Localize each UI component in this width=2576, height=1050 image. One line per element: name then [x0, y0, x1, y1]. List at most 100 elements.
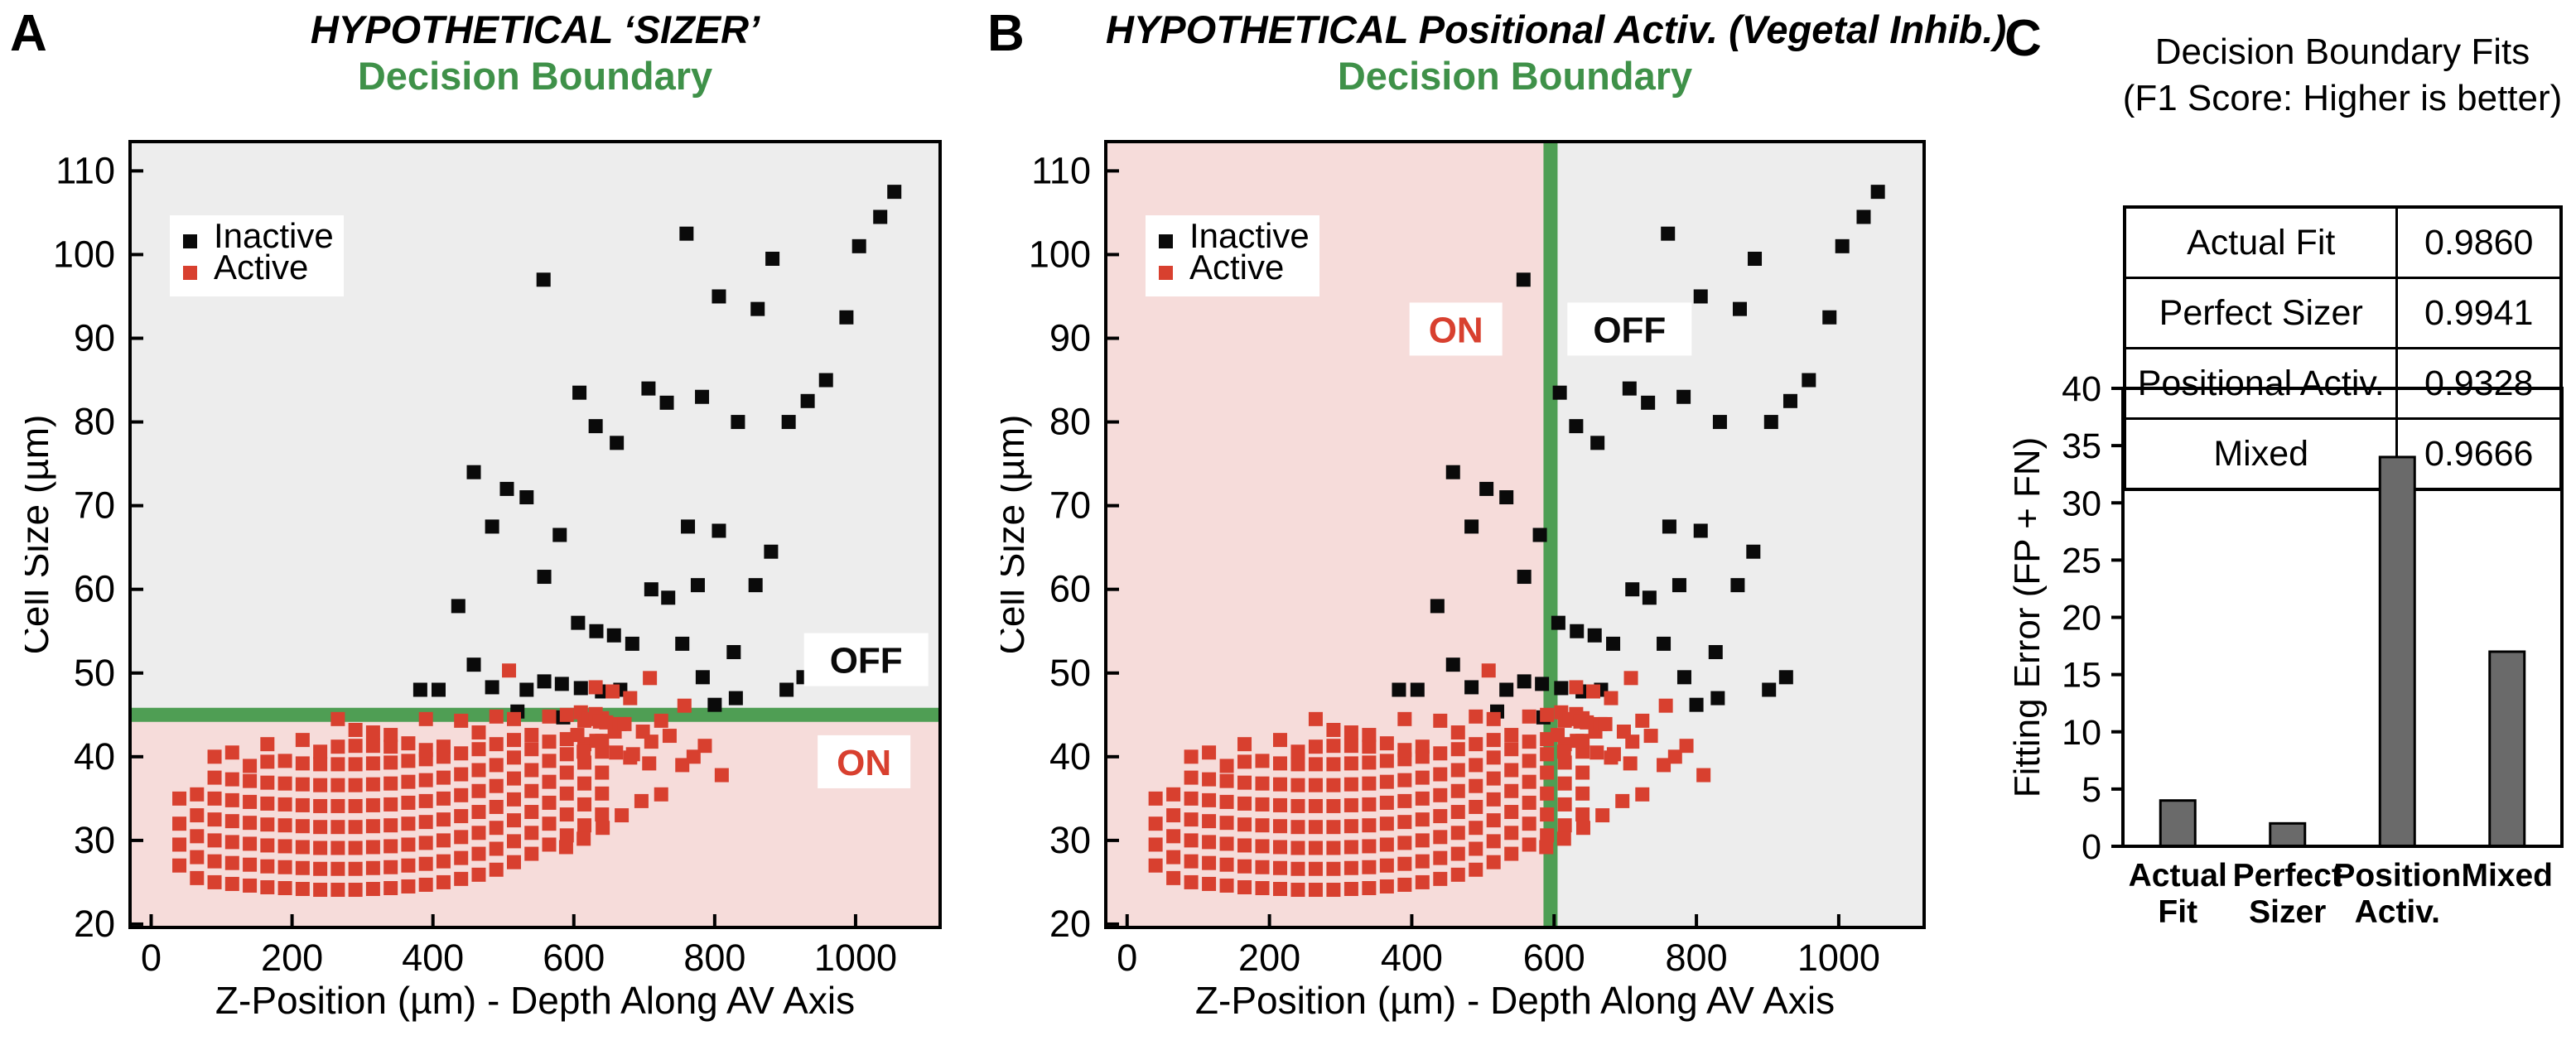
- model-name-cell: Actual Fit: [2123, 205, 2399, 279]
- svg-a-content: 0 200 400 600 800 1000 20 30 40 50 60 70 80 90 100 110 Z…: [25, 140, 942, 1022]
- off-region: [1550, 142, 1924, 927]
- svg-text:30: 30: [1049, 819, 1091, 861]
- svg-text:40: 40: [1049, 735, 1091, 778]
- model-name-cell: Mixed: [2123, 417, 2399, 491]
- svg-text:OFF: OFF: [1593, 310, 1666, 350]
- f1-score-cell: 0.9666: [2395, 417, 2563, 491]
- bar-y-axis-label: Fitting Error (FP + FN): [2007, 437, 2048, 798]
- svg-text:Actual: Actual: [2129, 858, 2227, 893]
- svg-text:100: 100: [1029, 233, 1091, 275]
- bar: [2269, 821, 2307, 848]
- on-label: ON: [818, 735, 911, 788]
- axis-ticks: 0 200 400 600 800 1000 20 30 40 50 60 70 80 90 100 110: [1029, 149, 1880, 979]
- panel-c-table-title-line1: Decision Boundary Fits: [2154, 31, 2530, 72]
- f1-score-table: Actual Fit 0.9860 Perfect Sizer 0.9941 Posit…: [2123, 205, 2563, 491]
- f1-score-cell: 0.9328: [2395, 347, 2563, 420]
- panel-b-title: HYPOTHETICAL Positional Activ. (Vegetal …: [1106, 7, 2007, 51]
- svg-text:80: 80: [1049, 401, 1091, 443]
- svg-text:ON: ON: [837, 743, 891, 783]
- panel-c-letter: C: [2004, 10, 2042, 67]
- table-row: Mixed 0.9666: [2123, 417, 2563, 491]
- plot-frame: [1104, 140, 1926, 929]
- svg-text:110: 110: [1031, 149, 1091, 191]
- x-axis-label: Z-Position (µm) - Depth Along AV Axis: [215, 979, 855, 1022]
- svg-text:600: 600: [543, 937, 605, 979]
- table-row: Actual Fit 0.9860: [2123, 205, 2563, 279]
- svg-text:400: 400: [1381, 937, 1443, 979]
- svg-text:Inactive: Inactive: [214, 216, 334, 255]
- bar-plot-frame: [2121, 387, 2564, 848]
- svg-text:40: 40: [74, 735, 115, 778]
- svg-text:Active: Active: [214, 248, 308, 287]
- svg-text:70: 70: [74, 484, 115, 527]
- svg-text:ON: ON: [1429, 310, 1483, 350]
- svg-text:20: 20: [1049, 903, 1091, 945]
- svg-text:25: 25: [2062, 541, 2101, 580]
- svg-text:800: 800: [683, 937, 745, 979]
- svg-text:400: 400: [402, 937, 464, 979]
- svg-text:1000: 1000: [814, 937, 897, 979]
- svg-text:Mixed: Mixed: [2461, 858, 2553, 893]
- f1-score-table-body: Actual Fit 0.9860 Perfect Sizer 0.9941 Posit…: [2123, 205, 2563, 491]
- svg-text:OFF: OFF: [830, 641, 903, 682]
- x-axis-label: Z-Position (µm) - Depth Along AV Axis: [1195, 979, 1835, 1022]
- svg-text:15: 15: [2062, 656, 2101, 696]
- svg-text:Active: Active: [1189, 248, 1284, 287]
- svg-text:0: 0: [141, 937, 162, 979]
- svg-text:0: 0: [2082, 827, 2101, 867]
- svg-text:200: 200: [261, 937, 323, 979]
- svg-text:50: 50: [74, 652, 115, 694]
- svg-text:110: 110: [55, 149, 115, 191]
- svg-text:1000: 1000: [1797, 937, 1880, 979]
- svg-text:30: 30: [2062, 484, 2101, 523]
- f1-score-cell: 0.9941: [2395, 277, 2563, 349]
- svg-text:30: 30: [74, 819, 115, 861]
- svg-b-content: 0 200 400 600 800 1000 20 30 40 50 60 70 80 90 100 110 Z…: [1001, 140, 1926, 1022]
- panel-b-letter: B: [987, 5, 1025, 62]
- svg-text:600: 600: [1523, 937, 1585, 979]
- panel-a-subtitle: Decision Boundary: [357, 54, 713, 98]
- svg-text:10: 10: [2062, 713, 2101, 753]
- inactive-points: [1392, 185, 1885, 725]
- svg-text:0: 0: [1117, 937, 1137, 979]
- svg-text:60: 60: [1049, 568, 1091, 610]
- bar: [2488, 650, 2526, 848]
- panel-c-bar-chart: 0 5 10 15 20 25 30 35 40 Fitting Error (FP + FN) A…: [2007, 369, 2564, 930]
- y-axis-label: Cell Size (µm): [25, 415, 56, 655]
- svg-text:80: 80: [74, 401, 115, 443]
- svg-text:Fit: Fit: [2158, 894, 2197, 930]
- svg-text:800: 800: [1666, 937, 1728, 979]
- svg-text:Perfect: Perfect: [2233, 858, 2342, 893]
- svg-text:40: 40: [2062, 369, 2101, 409]
- on-label: ON: [1409, 302, 1503, 356]
- svg-text:Activ.: Activ.: [2355, 894, 2440, 930]
- svg-text:60: 60: [74, 568, 115, 610]
- svg-text:20: 20: [2062, 599, 2101, 638]
- svg-text:50: 50: [1049, 652, 1091, 694]
- bar: [2159, 799, 2197, 848]
- svg-text:Sizer: Sizer: [2249, 894, 2326, 930]
- table-row: Positional Activ. 0.9328: [2123, 347, 2563, 420]
- bar-chart-content: 0 5 10 15 20 25 30 35 40 Fitting Error (FP + FN) A…: [2007, 369, 2564, 930]
- svg-text:200: 200: [1238, 937, 1300, 979]
- axis-ticks: 0 200 400 600 800 1000 20 30 40 50 60 70 80 90 100 110: [53, 149, 897, 979]
- panel-b-subtitle: Decision Boundary: [1337, 54, 1693, 98]
- svg-text:90: 90: [74, 317, 115, 359]
- svg-text:Inactive: Inactive: [1189, 216, 1310, 255]
- y-axis-label: Cell Size (µm): [1001, 415, 1032, 655]
- svg-text:100: 100: [53, 233, 115, 275]
- model-name-cell: Positional Activ.: [2123, 347, 2399, 420]
- active-points: [172, 663, 729, 898]
- off-label: OFF: [803, 633, 929, 686]
- bars: [2159, 455, 2526, 848]
- plot-frame: [128, 140, 942, 929]
- panel-c-table-title-line2: (F1 Score: Higher is better): [2122, 78, 2563, 118]
- svg-text:5: 5: [2082, 770, 2101, 810]
- svg-text:90: 90: [1049, 317, 1091, 359]
- bar: [2378, 455, 2416, 848]
- panel-b-scatter-plot: 0 200 400 600 800 1000 20 30 40 50 60 70 80 90 100 110 Z…: [1001, 140, 1926, 1022]
- f1-score-cell: 0.9860: [2395, 205, 2563, 279]
